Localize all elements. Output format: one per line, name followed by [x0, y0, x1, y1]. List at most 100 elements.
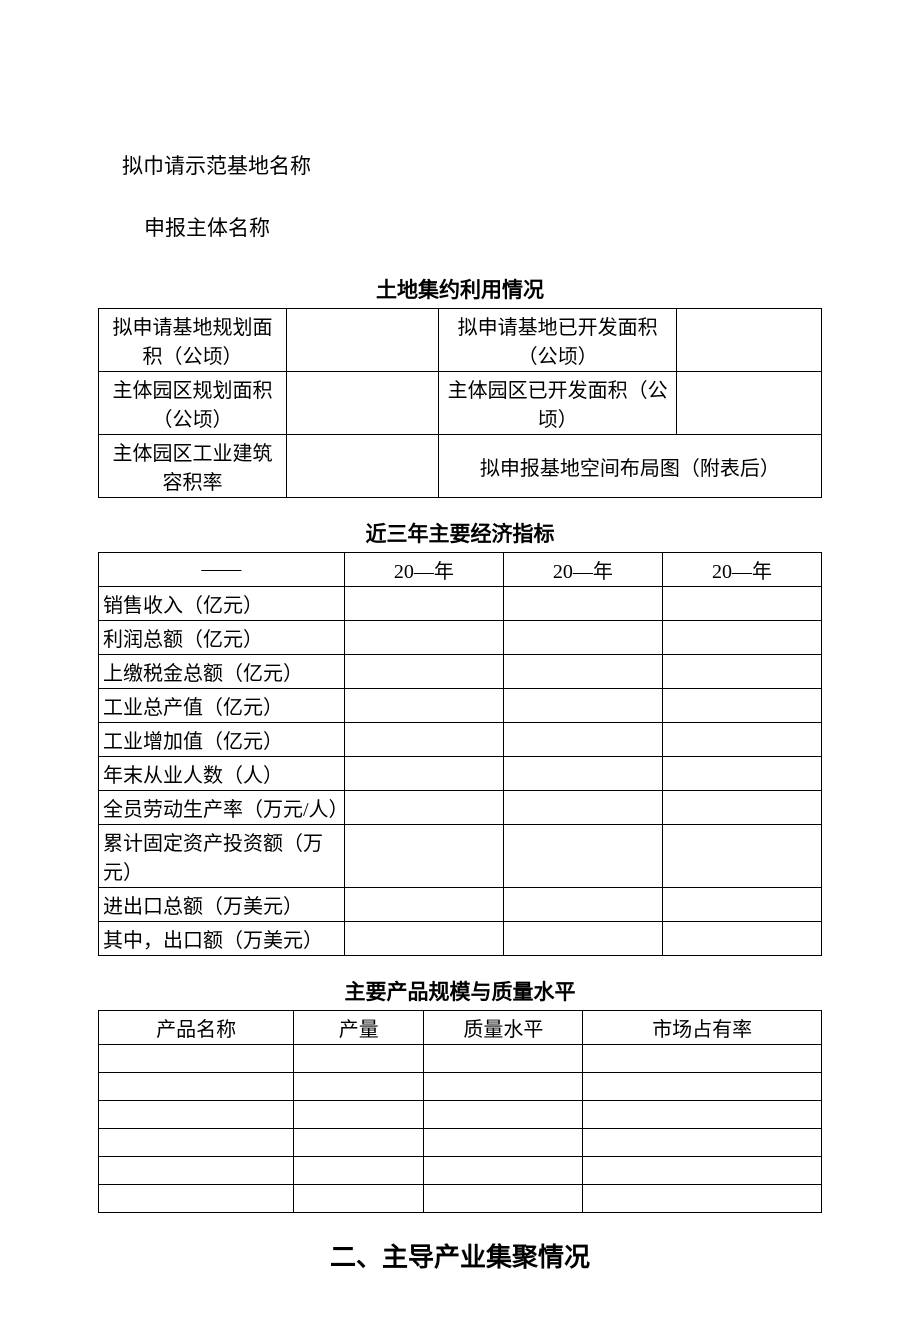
cell-label: 主体园区工业建筑容积率 — [99, 435, 287, 498]
economics-table: —— 20—年 20—年 20—年 销售收入（亿元）利润总额（亿元）上缴税金总额… — [98, 552, 822, 956]
metric-value — [662, 723, 821, 757]
cell-label: 主体园区已开发面积（公顷） — [438, 372, 677, 435]
cell-value — [286, 372, 438, 435]
metric-value — [662, 825, 821, 888]
header-yield: 产量 — [294, 1011, 424, 1045]
table-row: 利润总额（亿元） — [99, 621, 822, 655]
metric-label: 累计固定资产投资额（万元） — [99, 825, 345, 888]
product-cell — [424, 1157, 583, 1185]
product-cell — [99, 1073, 294, 1101]
product-cell — [424, 1129, 583, 1157]
cell-label: 拟申请基地规划面积（公顷） — [99, 309, 287, 372]
product-cell — [294, 1185, 424, 1213]
product-cell — [583, 1129, 822, 1157]
cell-value — [286, 435, 438, 498]
metric-value — [503, 587, 662, 621]
metric-value — [503, 825, 662, 888]
metric-label: 进出口总额（万美元） — [99, 888, 345, 922]
cell-value — [677, 309, 822, 372]
product-cell — [294, 1045, 424, 1073]
cell-label: 拟申请基地已开发面积（公顷） — [438, 309, 677, 372]
header-quality: 质量水平 — [424, 1011, 583, 1045]
product-cell — [99, 1045, 294, 1073]
metric-label: 工业增加值（亿元） — [99, 723, 345, 757]
table-row — [99, 1185, 822, 1213]
products-section-title: 主要产品规模与质量水平 — [98, 976, 822, 1006]
metric-value — [344, 922, 503, 956]
metric-value — [344, 587, 503, 621]
table-row — [99, 1157, 822, 1185]
metric-value — [344, 757, 503, 791]
product-cell — [99, 1101, 294, 1129]
table-row — [99, 1101, 822, 1129]
metric-label: 利润总额（亿元） — [99, 621, 345, 655]
metric-value — [503, 922, 662, 956]
metric-value — [503, 689, 662, 723]
table-row — [99, 1045, 822, 1073]
table-row: 年末从业人数（人） — [99, 757, 822, 791]
metric-value — [344, 723, 503, 757]
product-cell — [294, 1073, 424, 1101]
metric-value — [662, 888, 821, 922]
land-table: 拟申请基地规划面积（公顷） 拟申请基地已开发面积（公顷） 主体园区规划面积（公顷… — [98, 308, 822, 498]
table-row: 上缴税金总额（亿元） — [99, 655, 822, 689]
product-cell — [583, 1073, 822, 1101]
metric-value — [503, 757, 662, 791]
base-name-field: 拟巾请示范基地名称 — [98, 150, 822, 180]
metric-value — [662, 689, 821, 723]
table-row: 工业增加值（亿元） — [99, 723, 822, 757]
metric-value — [503, 791, 662, 825]
product-cell — [583, 1101, 822, 1129]
table-row — [99, 1073, 822, 1101]
metric-label: 工业总产值（亿元） — [99, 689, 345, 723]
metric-label: 年末从业人数（人） — [99, 757, 345, 791]
header-blank: —— — [99, 553, 345, 587]
metric-value — [344, 825, 503, 888]
metric-value — [503, 888, 662, 922]
metric-value — [662, 655, 821, 689]
table-header-row: —— 20—年 20—年 20—年 — [99, 553, 822, 587]
metric-value — [503, 655, 662, 689]
applicant-name-field: 申报主体名称 — [98, 212, 822, 242]
table-row: 销售收入（亿元） — [99, 587, 822, 621]
product-cell — [294, 1157, 424, 1185]
metric-value — [344, 621, 503, 655]
metric-value — [344, 791, 503, 825]
metric-value — [344, 655, 503, 689]
product-cell — [99, 1185, 294, 1213]
table-row — [99, 1129, 822, 1157]
metric-value — [344, 689, 503, 723]
metric-label: 全员劳动生产率（万元/人） — [99, 791, 345, 825]
land-section-title: 土地集约利用情况 — [98, 274, 822, 304]
metric-value — [503, 621, 662, 655]
metric-value — [662, 621, 821, 655]
product-cell — [99, 1129, 294, 1157]
metric-value — [662, 757, 821, 791]
products-table: 产品名称 产量 质量水平 市场占有率 — [98, 1010, 822, 1213]
metric-label: 上缴税金总额（亿元） — [99, 655, 345, 689]
metric-label: 销售收入（亿元） — [99, 587, 345, 621]
table-header-row: 产品名称 产量 质量水平 市场占有率 — [99, 1011, 822, 1045]
product-cell — [294, 1101, 424, 1129]
table-row: 工业总产值（亿元） — [99, 689, 822, 723]
economics-section-title: 近三年主要经济指标 — [98, 518, 822, 548]
metric-value — [662, 791, 821, 825]
cell-merged-label: 拟申报基地空间布局图（附表后） — [438, 435, 821, 498]
table-row: 主体园区规划面积（公顷） 主体园区已开发面积（公顷） — [99, 372, 822, 435]
table-row: 全员劳动生产率（万元/人） — [99, 791, 822, 825]
metric-value — [503, 723, 662, 757]
product-cell — [294, 1129, 424, 1157]
product-cell — [583, 1185, 822, 1213]
product-cell — [583, 1045, 822, 1073]
header-year: 20—年 — [344, 553, 503, 587]
metric-label: 其中，出口额（万美元） — [99, 922, 345, 956]
cell-label: 主体园区规划面积（公顷） — [99, 372, 287, 435]
product-cell — [424, 1185, 583, 1213]
product-cell — [424, 1101, 583, 1129]
table-row: 其中，出口额（万美元） — [99, 922, 822, 956]
product-cell — [424, 1045, 583, 1073]
metric-value — [662, 922, 821, 956]
metric-value — [662, 587, 821, 621]
metric-value — [344, 888, 503, 922]
header-year: 20—年 — [662, 553, 821, 587]
